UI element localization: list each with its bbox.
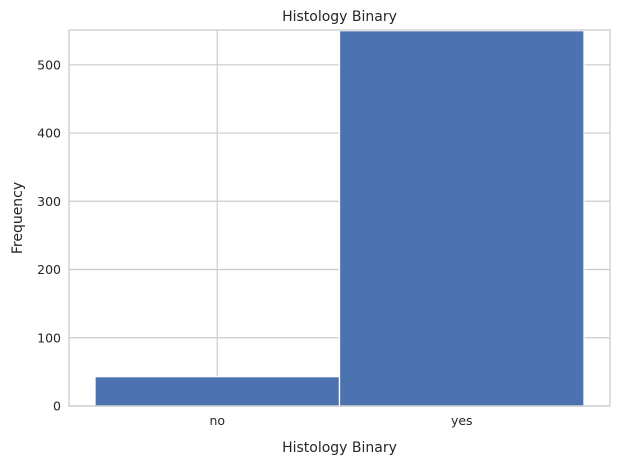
bar-yes: [338, 30, 585, 407]
x-tick-label-no: no: [209, 413, 225, 428]
chart-title: Histology Binary: [282, 9, 397, 25]
bars: [94, 30, 585, 407]
y-tick-label: 0: [53, 399, 61, 414]
y-tick-label: 300: [37, 194, 61, 209]
y-tick-label: 500: [37, 57, 61, 72]
y-tick-label: 400: [37, 126, 61, 141]
y-axis-label: Frequency: [10, 182, 26, 254]
y-tick-labels: 0 100 200 300 400 500: [37, 57, 61, 413]
x-tick-labels: no yes: [209, 413, 472, 428]
x-axis-label: Histology Binary: [282, 440, 397, 456]
x-tick-label-yes: yes: [451, 413, 473, 428]
y-tick-label: 200: [37, 262, 61, 277]
bar-no: [94, 376, 341, 407]
plot-frame: [68, 29, 611, 407]
y-tick-label: 100: [37, 330, 61, 345]
